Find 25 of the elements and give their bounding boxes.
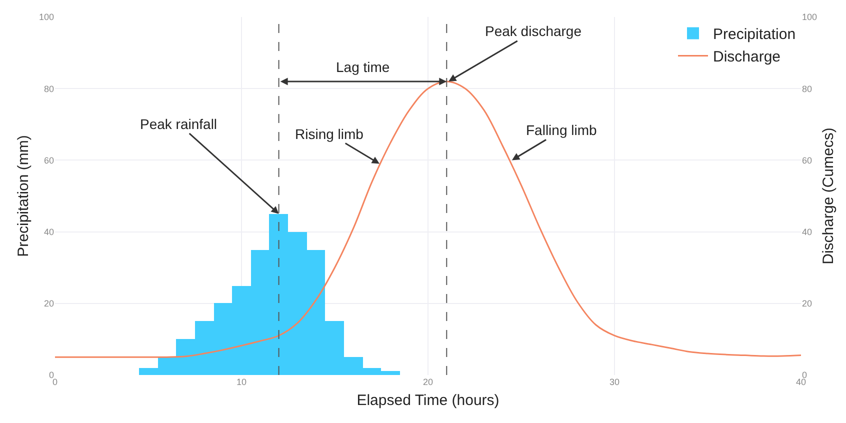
- y2-tick-label: 20: [802, 298, 812, 309]
- y-tick-label: 80: [44, 84, 54, 94]
- annotation: Falling limb: [526, 122, 598, 138]
- y2-tick-label: 40: [802, 226, 812, 237]
- x-tick-label: 20: [422, 377, 434, 387]
- legend-label: Discharge: [713, 48, 781, 66]
- y-tick-label: 40: [44, 226, 54, 237]
- x-tick-label: 40: [796, 377, 806, 387]
- y-axis-title: Precipitation (mm): [15, 135, 32, 257]
- annotation: Lag time: [336, 59, 390, 75]
- y2-axis-title: Discharge (Cumecs): [820, 128, 838, 264]
- x-tick-label: 10: [236, 377, 247, 387]
- y2-tick-label: 80: [802, 84, 812, 94]
- x-tick-label: 30: [609, 377, 620, 387]
- x-axis-title: Elapsed Time (hours): [356, 392, 500, 409]
- y-tick-label: 60: [44, 155, 54, 166]
- annotation: Peak discharge: [485, 23, 582, 39]
- y2-tick-label: 100: [802, 12, 818, 22]
- annotation: Peak rainfall: [140, 116, 218, 132]
- legend-label: Precipitation: [713, 26, 796, 44]
- y-tick-label: 20: [44, 298, 54, 309]
- y-tick-label: 100: [38, 12, 54, 22]
- annotation: Rising limb: [295, 126, 364, 142]
- y-tick-label: 0: [48, 370, 54, 380]
- y2-tick-label: 60: [802, 155, 812, 166]
